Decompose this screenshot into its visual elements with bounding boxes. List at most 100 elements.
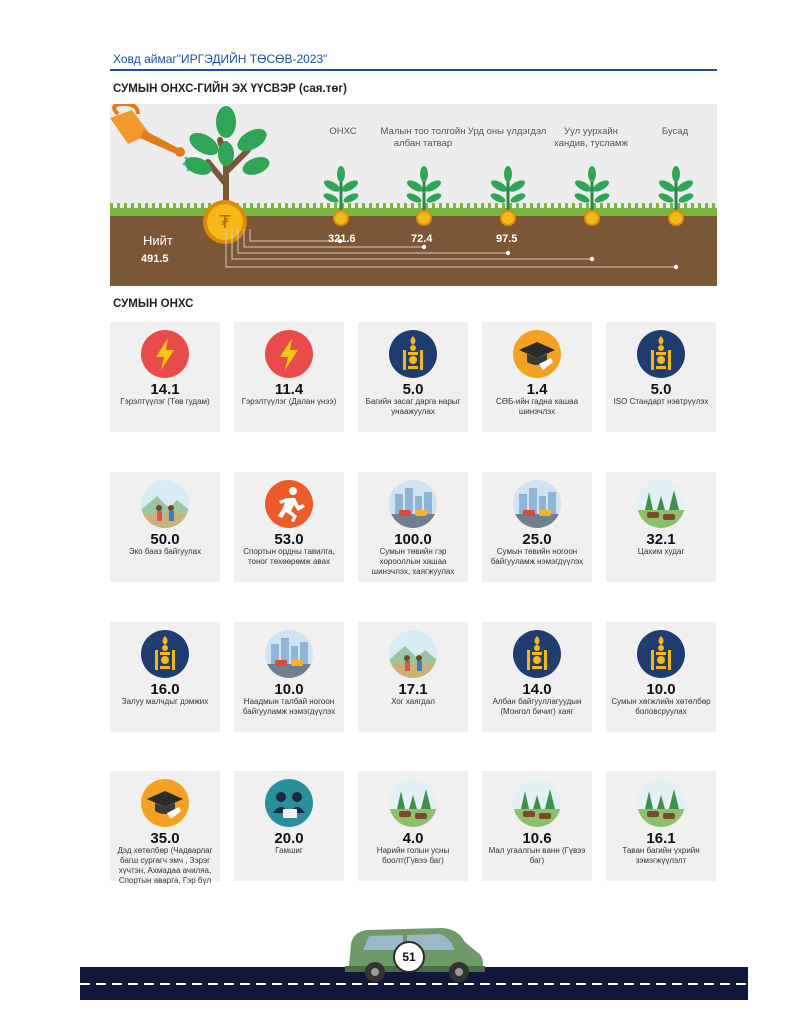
total-label: Нийт — [143, 233, 173, 248]
page-number: 51 — [393, 941, 425, 973]
project-label: Гамшиг — [275, 846, 303, 855]
project-label: Сумын хөгжлийн хөтөлбөр боловсруулах — [611, 697, 711, 716]
project-label: Гэрэлтүүлэг (Далан үнээ) — [241, 397, 337, 406]
project-label: Эко бааз байгуулах — [128, 547, 202, 556]
city-icon — [265, 630, 313, 678]
project-value: 100.0 — [394, 531, 432, 548]
project-card: 10.0 Наадмын талбай ногоон байгууламж нэ… — [234, 622, 344, 732]
grass-decoration — [110, 203, 717, 210]
project-label: Залуу малчдыг дэмжих — [121, 697, 209, 706]
project-label: Дэд хөтөлбөр (Чадварлаг багш сургагч эмч… — [117, 846, 213, 885]
cattle-pasture-icon — [513, 779, 561, 827]
project-value: 1.4 — [526, 381, 548, 398]
project-value: 5.0 — [402, 381, 424, 398]
sources-banner: ₮ Нийт 491.5 ОНХС Малын тоо толгойн алба… — [110, 104, 717, 286]
main-tree-icon: ₮ — [184, 106, 270, 244]
running-person-icon — [265, 480, 313, 528]
project-card: 5.0 ISO Стандарт нэвтрүүлэх — [606, 322, 716, 432]
project-value: 25.0 — [522, 531, 552, 548]
sprout-icon — [658, 166, 694, 226]
project-value: 16.1 — [646, 830, 676, 847]
project-label: Наадмын талбай ногоон байгууламж нэмэгдү… — [242, 697, 336, 716]
project-value: 35.0 — [150, 830, 180, 847]
project-label: Мал угаалгын ванн (Гүвээ баг) — [488, 846, 586, 865]
project-value: 53.0 — [274, 531, 304, 548]
project-value: 5.0 — [650, 381, 672, 398]
sprout-icon — [406, 166, 442, 226]
project-card: 16.0 Залуу малчдыг дэмжих — [110, 622, 220, 732]
project-card: 25.0 Сумын төвийн ногоон байгууламж нэмэ… — [482, 472, 592, 582]
header-divider — [110, 69, 717, 71]
cattle-pasture-icon — [389, 779, 437, 827]
source-label-livestock-tax: Малын тоо толгойн албан татвар — [380, 126, 466, 149]
city-icon — [513, 480, 561, 528]
project-value: 17.1 — [398, 681, 428, 698]
graduation-cap-icon — [513, 330, 561, 378]
graduation-cap-icon — [141, 779, 189, 827]
soyombo-emblem-icon — [637, 330, 685, 378]
project-value: 11.4 — [274, 381, 304, 398]
sprout-icon — [574, 166, 610, 226]
connector-lines — [225, 229, 679, 270]
project-value: 10.6 — [522, 830, 552, 847]
source-label-previous-year: Урд оны үлдэгдэл — [467, 126, 547, 137]
project-card: 32.1 Цахим худаг — [606, 472, 716, 582]
project-card: 14.0 Албан байгууллагуудын (Монгол бичиг… — [482, 622, 592, 732]
project-value: 14.0 — [522, 681, 552, 698]
project-value: 16.0 — [150, 681, 180, 698]
city-icon — [389, 480, 437, 528]
project-card: 10.0 Сумын хөгжлийн хөтөлбөр боловсруула… — [606, 622, 716, 732]
source-label-other: Бусад — [661, 126, 689, 137]
road-dashed-line — [80, 983, 748, 985]
soyombo-emblem-icon — [513, 630, 561, 678]
project-card: 5.0 Багийн засаг дарга нарыг унаажуулах — [358, 322, 468, 432]
project-value: 20.0 — [274, 830, 304, 847]
project-card: 20.0 Гамшиг — [234, 771, 344, 881]
project-card: 10.6 Мал угаалгын ванн (Гүвээ баг) — [482, 771, 592, 881]
project-label: Гэрэлтүүлэг (Төв гудам) — [120, 397, 210, 406]
soyombo-emblem-icon — [141, 630, 189, 678]
project-card: 14.1 Гэрэлтүүлэг (Төв гудам) — [110, 322, 220, 432]
cattle-pasture-icon — [637, 779, 685, 827]
sprout-icon — [323, 166, 359, 226]
project-card: 53.0 Спортын ордны тавилга, тоног төхөөр… — [234, 472, 344, 582]
camping-people-icon — [141, 480, 189, 528]
project-card: 4.0 Нарийн голын усны боолт(Гүвээ баг) — [358, 771, 468, 881]
project-label: Цахим худаг — [637, 547, 685, 556]
sprout-icon — [490, 166, 526, 226]
project-label: Хог хаягдал — [391, 697, 435, 706]
project-label: Багийн засаг дарга нарыг унаажуулах — [365, 397, 461, 416]
source-label-onhs: ОНХС — [329, 126, 357, 137]
cattle-pasture-icon — [637, 480, 685, 528]
projects-section-title: СУМЫН ОНХС — [113, 298, 194, 310]
project-card: 16.1 Таван багийн үхрийн зэмэгжүүлэлт — [606, 771, 716, 881]
total-value: 491.5 — [141, 253, 169, 265]
lightning-icon — [141, 330, 189, 378]
project-card: 50.0 Эко бааз байгуулах — [110, 472, 220, 582]
project-card: 100.0 Сумын төвийн гэр хорооллын хашаа ш… — [358, 472, 468, 582]
soyombo-emblem-icon — [389, 330, 437, 378]
project-label: Таван багийн үхрийн зэмэгжүүлэлт — [622, 846, 700, 865]
project-card: 35.0 Дэд хөтөлбөр (Чадварлаг багш сургаг… — [110, 771, 220, 885]
soyombo-emblem-icon — [637, 630, 685, 678]
project-label: СӨБ-ийн гадна хашаа шинэчлэх — [495, 397, 579, 416]
lightning-icon — [265, 330, 313, 378]
page-header-title: Ховд аймаг"ИРГЭДИЙН ТӨСӨВ-2023" — [113, 52, 328, 66]
svg-text:₮: ₮ — [219, 212, 231, 233]
project-value: 14.1 — [150, 381, 180, 398]
camping-people-icon — [389, 630, 437, 678]
project-value: 4.0 — [402, 830, 424, 847]
project-value: 10.0 — [646, 681, 676, 698]
project-value: 32.1 — [646, 531, 676, 548]
source-label-mining: Уул уурхайн хандив, тусламж — [554, 126, 628, 149]
project-label: ISO Стандарт нэвтрүүлэх — [613, 397, 709, 406]
source-value-livestock-tax: 72.4 — [411, 233, 433, 245]
source-value-onhs: 321.6 — [328, 233, 356, 245]
project-label: Сумын төвийн ногоон байгууламж нэмэгдүүл… — [490, 547, 584, 566]
source-value-previous-year: 97.5 — [496, 233, 518, 245]
project-label: Сумын төвийн гэр хорооллын хашаа шинэчлэ… — [371, 547, 455, 576]
project-value: 50.0 — [150, 531, 180, 548]
project-label: Спортын ордны тавилга, тоног төхөөрөмж а… — [243, 547, 335, 566]
project-label: Албан байгууллагуудын (Монгол бичиг) хая… — [492, 697, 582, 716]
project-value: 10.0 — [274, 681, 304, 698]
